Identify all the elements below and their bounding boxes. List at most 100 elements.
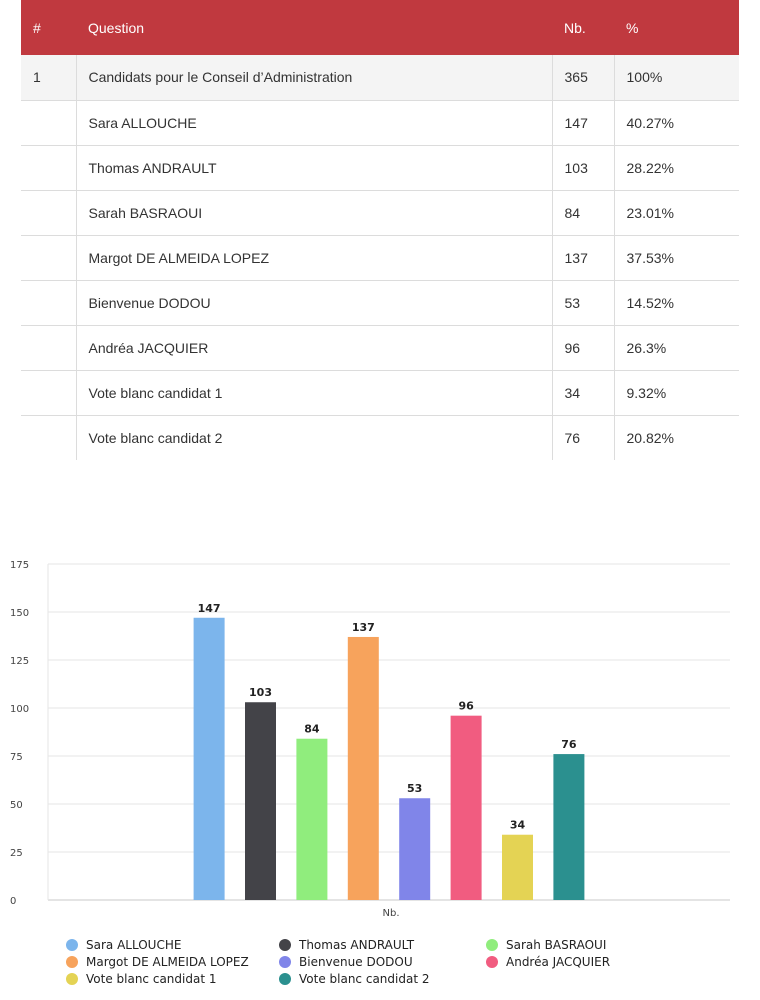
bar-value-label: 103 — [249, 686, 272, 699]
legend-item[interactable]: Sarah BASRAOUI — [486, 938, 606, 952]
header-percent: % — [626, 19, 639, 36]
row-percent: 100% — [613, 55, 739, 101]
header-number: # — [33, 19, 41, 36]
header-count: Nb. — [564, 19, 586, 36]
bar-value-label: 137 — [352, 621, 375, 634]
legend-item[interactable]: Thomas ANDRAULT — [279, 938, 414, 952]
row-question: Vote blanc candidat 1 — [75, 370, 552, 416]
table-row: Sarah BASRAOUI 84 23.01% — [21, 190, 739, 236]
row-percent: 37.53% — [613, 235, 739, 281]
row-count: 53 — [551, 280, 614, 326]
y-tick-label: 25 — [10, 848, 23, 859]
row-number — [21, 100, 76, 146]
row-count: 103 — [551, 145, 614, 191]
bar-value-label: 53 — [407, 782, 422, 795]
row-number — [21, 370, 76, 416]
row-count: 34 — [551, 370, 614, 416]
bar-value-label: 147 — [198, 602, 221, 615]
results-table: # Question Nb. % 1 Candidats pour le Cons… — [21, 0, 739, 460]
row-question: Margot DE ALMEIDA LOPEZ — [75, 235, 552, 281]
row-question: Andréa JACQUIER — [75, 325, 552, 371]
bar[interactable] — [399, 798, 431, 900]
legend-label: Bienvenue DODOU — [299, 955, 413, 969]
table-row: Andréa JACQUIER 96 26.3% — [21, 325, 739, 371]
bar-value-label: 84 — [304, 723, 320, 736]
table-row: Vote blanc candidat 2 76 20.82% — [21, 415, 739, 460]
table-row: Vote blanc candidat 1 34 9.32% — [21, 370, 739, 416]
row-number — [21, 145, 76, 191]
row-percent: 28.22% — [613, 145, 739, 191]
bar-value-label: 76 — [561, 738, 577, 751]
bar[interactable] — [502, 834, 533, 900]
row-percent: 40.27% — [613, 100, 739, 146]
row-count: 96 — [551, 325, 614, 371]
legend-label: Sarah BASRAOUI — [506, 938, 607, 952]
row-percent: 9.32% — [613, 370, 739, 416]
legend-dot-icon — [66, 939, 78, 951]
row-number — [21, 415, 76, 460]
legend-dot-icon — [279, 939, 291, 951]
table-row: Thomas ANDRAULT 103 28.22% — [21, 145, 739, 191]
row-count: 84 — [551, 190, 614, 236]
legend-dot-icon — [486, 956, 498, 968]
row-question: Candidats pour le Conseil d’Administrati… — [75, 55, 552, 101]
table-row: 1 Candidats pour le Conseil d’Administrat… — [21, 55, 739, 101]
y-tick-label: 150 — [10, 608, 29, 619]
bar[interactable] — [193, 617, 225, 900]
y-tick-label: 125 — [10, 656, 29, 667]
row-count: 365 — [551, 55, 614, 101]
legend-dot-icon — [279, 973, 291, 985]
table-row: Margot DE ALMEIDA LOPEZ 137 37.53% — [21, 235, 739, 281]
bar[interactable] — [450, 715, 482, 900]
y-tick-label: 175 — [10, 560, 29, 571]
bar[interactable] — [296, 738, 328, 900]
row-percent: 26.3% — [613, 325, 739, 371]
legend-label: Margot DE ALMEIDA LOPEZ — [86, 955, 249, 969]
legend-item[interactable]: Margot DE ALMEIDA LOPEZ — [66, 955, 249, 969]
bar-value-label: 96 — [458, 700, 474, 713]
row-question: Sarah BASRAOUI — [75, 190, 552, 236]
legend-dot-icon — [486, 939, 498, 951]
legend-dot-icon — [66, 956, 78, 968]
table-row: Sara ALLOUCHE 147 40.27% — [21, 100, 739, 146]
row-question: Sara ALLOUCHE — [75, 100, 552, 146]
y-tick-label: 100 — [10, 704, 29, 715]
table-row: Bienvenue DODOU 53 14.52% — [21, 280, 739, 326]
row-number — [21, 325, 76, 371]
row-number: 1 — [21, 55, 76, 101]
legend-dot-icon — [66, 973, 78, 985]
legend-item[interactable]: Vote blanc candidat 2 — [279, 972, 429, 986]
x-axis-label: Nb. — [382, 908, 399, 919]
legend-label: Vote blanc candidat 1 — [86, 972, 217, 986]
legend-item[interactable]: Bienvenue DODOU — [279, 955, 413, 969]
legend-label: Vote blanc candidat 2 — [299, 972, 430, 986]
row-count: 137 — [551, 235, 614, 281]
row-number — [21, 280, 76, 326]
y-tick-label: 0 — [10, 896, 16, 907]
header-question: Question — [88, 19, 145, 36]
legend-dot-icon — [279, 956, 291, 968]
row-question: Vote blanc candidat 2 — [75, 415, 552, 460]
legend-item[interactable]: Sara ALLOUCHE — [66, 938, 181, 952]
row-percent: 23.01% — [613, 190, 739, 236]
row-count: 147 — [551, 100, 614, 146]
bar[interactable] — [553, 754, 585, 900]
row-question: Bienvenue DODOU — [75, 280, 552, 326]
bar[interactable] — [347, 636, 379, 900]
y-tick-label: 75 — [10, 752, 23, 763]
bar[interactable] — [245, 702, 276, 900]
row-count: 76 — [551, 415, 614, 460]
bar-value-label: 34 — [510, 819, 526, 832]
row-percent: 14.52% — [613, 280, 739, 326]
row-number — [21, 235, 76, 281]
legend-item[interactable]: Vote blanc candidat 1 — [66, 972, 216, 986]
row-percent: 20.82% — [613, 415, 739, 460]
y-tick-label: 50 — [10, 800, 23, 811]
table-header-row: # Question Nb. % — [21, 0, 739, 55]
row-question: Thomas ANDRAULT — [75, 145, 552, 191]
row-number — [21, 190, 76, 236]
legend-item[interactable]: Andréa JACQUIER — [486, 955, 610, 969]
legend-label: Sara ALLOUCHE — [86, 938, 182, 952]
legend-label: Thomas ANDRAULT — [299, 938, 415, 952]
